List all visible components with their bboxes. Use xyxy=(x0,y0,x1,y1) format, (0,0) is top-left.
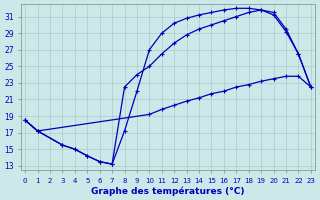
X-axis label: Graphe des températures (°C): Graphe des températures (°C) xyxy=(91,186,245,196)
